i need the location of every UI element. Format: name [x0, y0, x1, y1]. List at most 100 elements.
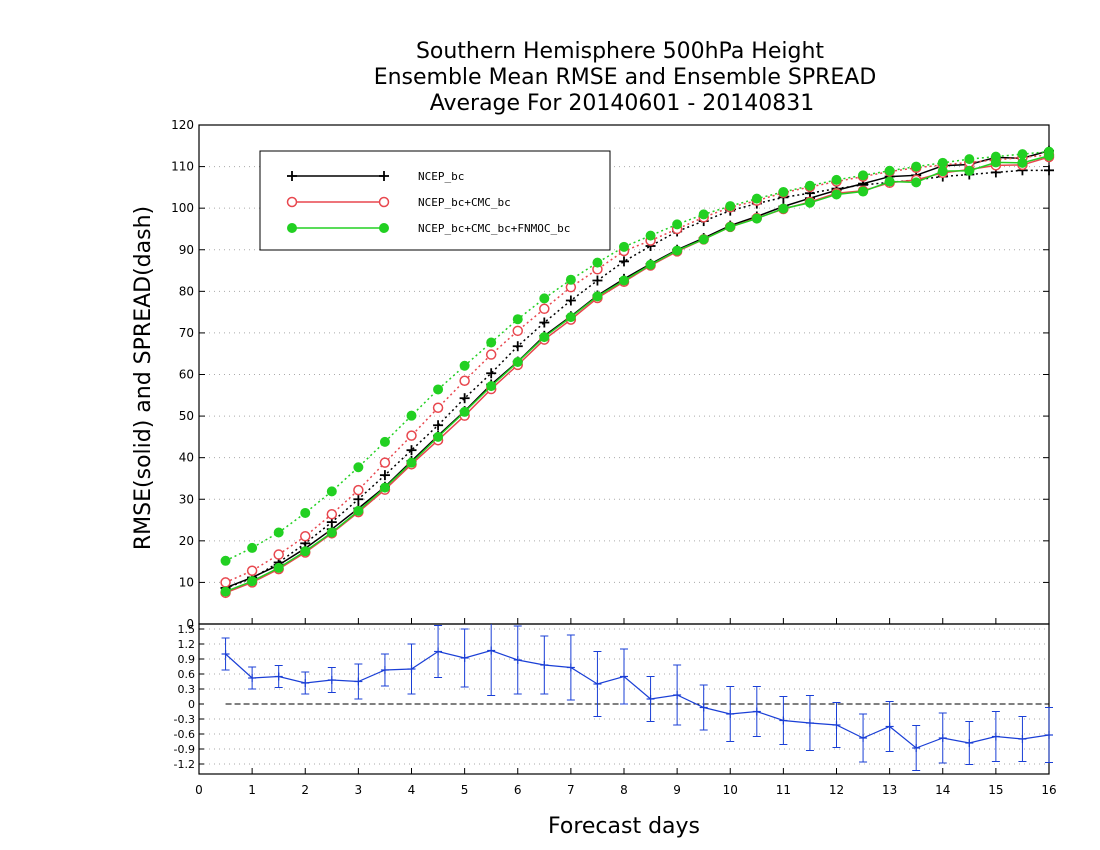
data-point-filled-circle [937, 166, 948, 177]
data-point-filled-circle [539, 293, 550, 304]
data-point-filled-circle [911, 161, 922, 172]
data-point-filled-circle [326, 486, 337, 497]
diff-y-tick-label: -1.2 [174, 758, 195, 771]
series-layer [220, 145, 1055, 599]
data-point-filled-circle [672, 245, 683, 256]
legend-box [259, 150, 611, 251]
data-point-filled-circle [486, 337, 497, 348]
diff-y-tick-label: 0 [188, 698, 195, 711]
diff-y-tick-label: -0.6 [174, 728, 195, 741]
data-point-filled-circle [512, 357, 523, 368]
y-tick-label: 10 [179, 575, 194, 589]
data-point-filled-circle [698, 209, 709, 220]
data-point-filled-circle [565, 274, 576, 285]
y-axis-ticks: 0 10 20 30 40 50 60 70 80 90 100 110 120 [171, 118, 1049, 631]
data-point-filled-circle [619, 241, 629, 252]
data-point-filled-circle [353, 505, 364, 516]
diff-y-tick-label: -0.3 [174, 713, 195, 726]
data-point-filled-circle [619, 275, 629, 286]
data-point-filled-circle [247, 576, 258, 587]
x-tick-label: 8 [620, 783, 628, 797]
data-point-filled-circle [220, 586, 231, 597]
data-point-filled-circle [433, 431, 444, 442]
data-point-open-circle [286, 196, 298, 208]
diff-y-tick-label: 1.2 [178, 638, 196, 651]
chart-title-group: Southern Hemisphere 500hPa Height Ensemb… [374, 39, 877, 116]
diff-series-layer [221, 624, 1053, 771]
series-2 [220, 146, 1054, 597]
data-point-filled-circle [964, 165, 975, 176]
data-point-filled-circle [884, 165, 895, 176]
y-tick-label: 30 [179, 492, 194, 506]
chart-title-line-1: Southern Hemisphere 500hPa Height [416, 39, 824, 64]
data-point-filled-circle [273, 527, 284, 538]
x-tick-label: 12 [829, 783, 844, 797]
y-tick-label: 80 [179, 284, 194, 298]
data-point-filled-circle [1044, 146, 1054, 157]
data-point-open-circle [432, 402, 444, 414]
data-point-filled-circle [751, 213, 762, 224]
data-point-filled-circle [273, 562, 284, 573]
y-tick-label: 40 [179, 451, 194, 465]
diff-y-tick-label: 0.9 [178, 653, 196, 666]
data-point-filled-circle [300, 546, 311, 557]
data-point-open-circle [539, 303, 550, 315]
data-point-filled-circle [778, 203, 789, 214]
diff-y-tick-label: 1.5 [178, 623, 196, 636]
x-tick-label: 5 [461, 783, 469, 797]
data-point-filled-circle [751, 193, 762, 204]
data-point-open-circle [512, 325, 523, 337]
x-tick-label: 9 [673, 783, 681, 797]
data-point-filled-circle [645, 230, 656, 241]
data-point-filled-circle [1017, 157, 1028, 168]
x-tick-label: 1 [248, 783, 256, 797]
data-point-filled-circle [287, 223, 297, 233]
y-tick-label: 60 [179, 368, 194, 382]
y-tick-label: 100 [171, 201, 194, 215]
x-tick-label: 0 [195, 783, 203, 797]
x-tick-label: 7 [567, 783, 575, 797]
x-tick-label: 11 [776, 783, 791, 797]
data-point-open-circle [459, 375, 470, 386]
data-point-filled-circle [884, 176, 895, 187]
diff-y-tick-label: -0.9 [174, 743, 195, 756]
data-point-filled-circle [592, 257, 603, 268]
y-axis-label: RMSE(solid) and SPREAD(dash) [131, 206, 156, 550]
y-tick-label: 70 [179, 326, 194, 340]
data-point-filled-circle [672, 219, 683, 230]
legend-label: NCEP_bc+CMC_bc+FNMOC_bc [418, 222, 570, 235]
data-point-open-circle [378, 196, 390, 208]
data-point-filled-circle [353, 462, 364, 473]
y-tick-label: 50 [179, 409, 194, 423]
data-point-filled-circle [725, 201, 736, 212]
data-point-filled-circle [698, 234, 709, 245]
data-point-filled-circle [433, 384, 444, 395]
data-point-filled-circle [804, 180, 815, 191]
data-point-open-circle [220, 577, 231, 588]
chart-title-line-2: Ensemble Mean RMSE and Ensemble SPREAD [374, 65, 877, 90]
data-point-filled-circle [911, 177, 922, 188]
data-point-filled-circle [300, 507, 311, 518]
data-point-filled-circle [539, 332, 550, 343]
data-point-filled-circle [459, 406, 470, 417]
x-tick-label: 2 [301, 783, 309, 797]
data-point-filled-circle [326, 527, 337, 538]
diff-y-tick-label: 0.6 [178, 668, 196, 681]
grid-lines [199, 166, 1049, 583]
x-tick-label: 14 [935, 783, 950, 797]
legend: NCEP_bc NCEP_bc+CMC_bc NCEP_bc+CMC_bc+FNMO… [259, 150, 611, 251]
data-point-open-circle [300, 531, 311, 542]
x-axis-label: Forecast days [548, 814, 700, 839]
data-point-filled-circle [486, 381, 497, 392]
data-point-filled-circle [406, 457, 417, 468]
legend-label: NCEP_bc+CMC_bc [418, 196, 511, 209]
y-tick-label: 120 [171, 118, 194, 132]
data-point-filled-circle [778, 186, 789, 197]
data-point-open-circle [246, 565, 258, 577]
data-point-filled-circle [937, 157, 948, 168]
x-tick-label: 15 [988, 783, 1003, 797]
data-point-filled-circle [725, 221, 736, 232]
data-point-filled-circle [379, 482, 390, 493]
data-point-open-circle [406, 430, 417, 441]
